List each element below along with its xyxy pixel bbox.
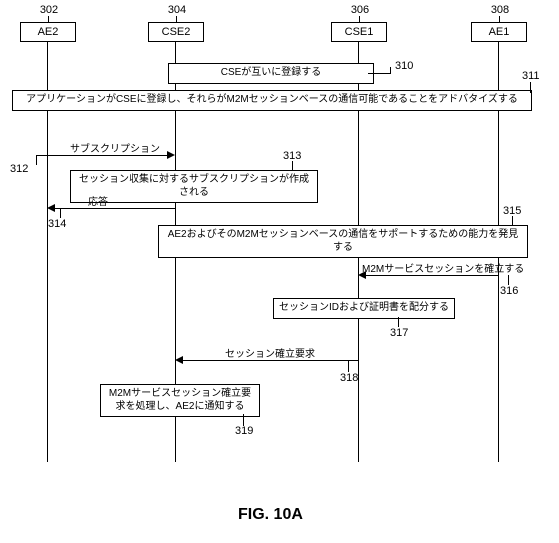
label-318: セッション確立要求	[225, 345, 315, 360]
label-316: M2Mサービスセッションを確立する	[362, 260, 524, 275]
arrow-318	[183, 360, 358, 361]
label-314: 応答	[88, 193, 108, 208]
actor-ae1: AE1	[471, 22, 527, 42]
ref-311: 311	[522, 70, 540, 82]
ref-312: 312	[10, 163, 28, 175]
sequence-diagram: 302 304 306 308 AE2 CSE2 CSE1 AE1 CSEが互い…	[0, 0, 559, 543]
ref-318: 318	[340, 372, 358, 384]
arrow-312	[47, 155, 167, 156]
arrow-316	[366, 275, 498, 276]
ref-304: 304	[157, 4, 197, 16]
label-312: サブスクリプション	[70, 140, 160, 155]
ref-306: 306	[340, 4, 380, 16]
ref-315: 315	[503, 205, 521, 217]
actor-ae2: AE2	[20, 22, 76, 42]
ref-314: 314	[48, 218, 66, 230]
actor-cse2: CSE2	[148, 22, 204, 42]
actor-cse1: CSE1	[331, 22, 387, 42]
step-317-box: セッションIDおよび証明書を配分する	[273, 298, 455, 319]
ref-319: 319	[235, 425, 253, 437]
ref-317: 317	[390, 327, 408, 339]
ref-302: 302	[29, 4, 69, 16]
arrow-314	[55, 208, 175, 209]
ref-313: 313	[283, 150, 301, 162]
step-311-box: アプリケーションがCSEに登録し、それらがM2Mセッションベースの通信可能である…	[12, 90, 532, 111]
step-310-box: CSEが互いに登録する	[168, 63, 374, 84]
ref-308: 308	[480, 4, 520, 16]
step-319-box: M2Mサービスセッション確立要求を処理し、AE2に通知する	[100, 384, 260, 417]
figure-title: FIG. 10A	[238, 506, 303, 524]
ref-316: 316	[500, 285, 518, 297]
ref-310: 310	[395, 60, 413, 72]
step-315-box: AE2およびそのM2Mセッションベースの通信をサポートするための能力を発見する	[158, 225, 528, 258]
